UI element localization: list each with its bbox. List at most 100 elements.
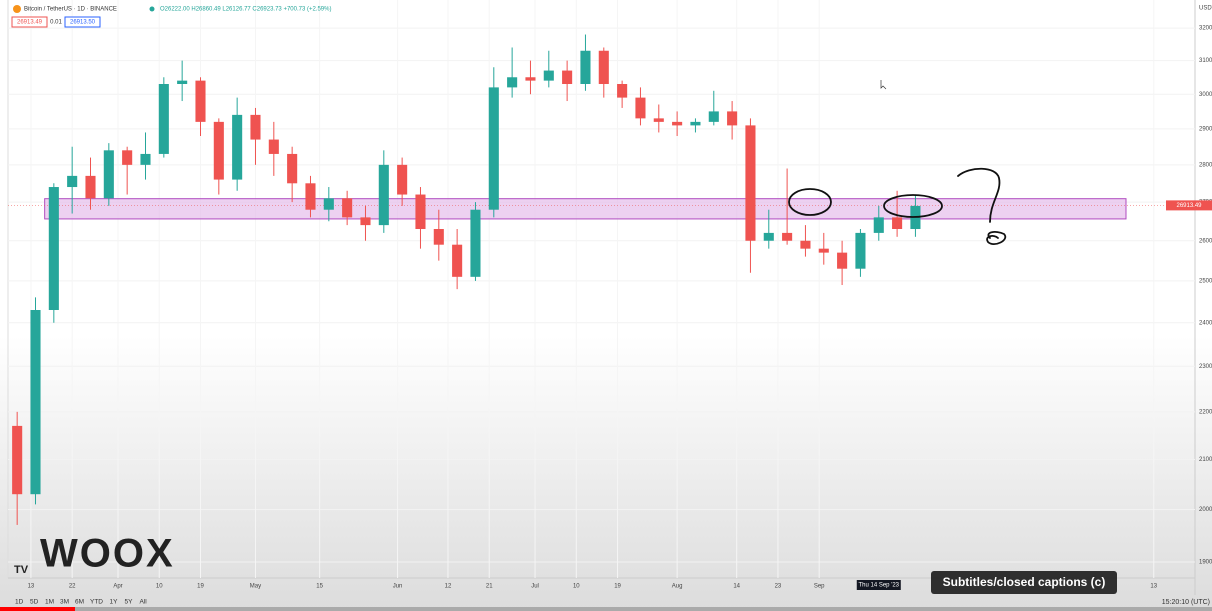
- candle-body: [85, 175, 96, 199]
- range-button[interactable]: 1M: [45, 599, 54, 606]
- symbol-icon: [13, 5, 21, 13]
- sell-box[interactable]: [11, 16, 48, 28]
- candle-body: [342, 198, 353, 218]
- progress-track[interactable]: [0, 607, 1212, 611]
- candle-body: [305, 183, 316, 210]
- buy-price[interactable]: 26913.50: [70, 20, 96, 26]
- tooltip: [931, 571, 1117, 594]
- x-tick-label: 21: [486, 584, 493, 590]
- candle-body: [287, 153, 298, 184]
- candle-body: [415, 194, 426, 229]
- mouse-cursor: [880, 80, 887, 90]
- y-tick-label: 30000: [1199, 92, 1212, 98]
- range-button[interactable]: YTD: [90, 599, 103, 606]
- candle-body: [488, 87, 499, 210]
- candle-body: [12, 425, 23, 495]
- y-tick-label: 26000: [1199, 238, 1212, 244]
- crosshair-label: Thu 14 Sep '23: [859, 583, 900, 589]
- axes: 19000 20000 21000 22000 23000 24000 25000 26000…: [28, 6, 1212, 590]
- x-tick-label: Apr: [113, 584, 122, 590]
- x-tick-label: 23: [775, 584, 782, 590]
- candle-body: [855, 232, 866, 269]
- x-tick-label: 14: [733, 584, 740, 590]
- candle-body: [268, 139, 279, 154]
- candle-body: [232, 114, 243, 180]
- candle-body: [653, 118, 664, 122]
- candle-body: [140, 153, 151, 165]
- y-tick-label: 21000: [1199, 457, 1212, 463]
- candle-body: [617, 84, 628, 98]
- candle-body: [433, 228, 444, 245]
- range-button[interactable]: 3M: [60, 599, 69, 606]
- candle-body: [397, 164, 408, 195]
- progress-played[interactable]: [0, 607, 75, 611]
- tooltip-text: Subtitles/closed captions (c): [943, 575, 1106, 589]
- toolbar: 1D 5D 1M 3M 6M YTD 1Y 5Y All: [15, 599, 147, 606]
- status-dot: [149, 6, 155, 12]
- range-button[interactable]: 5D: [30, 599, 39, 606]
- circle-annotation: [788, 188, 832, 216]
- candle-body: [562, 70, 573, 85]
- candle-body: [452, 244, 463, 277]
- candle-body: [30, 310, 41, 495]
- x-tick-label: May: [250, 584, 261, 590]
- x-tick-label: 15: [316, 584, 323, 590]
- y-tick-label: 24000: [1199, 320, 1212, 326]
- x-tick-label: 12: [445, 584, 452, 590]
- watermark: WOOX: [40, 532, 175, 576]
- candle-body: [122, 150, 133, 165]
- candle-body: [782, 232, 793, 241]
- candle-body: [250, 114, 261, 140]
- candle-body: [470, 209, 481, 277]
- symbol: Bitcoin / TetherUS · 1D · BINANCE: [24, 7, 117, 13]
- candle-body: [635, 97, 646, 119]
- candle-body: [213, 121, 224, 180]
- y-tick-label: 28000: [1199, 162, 1212, 168]
- candle-body: [103, 150, 114, 199]
- question-mark: [957, 167, 1001, 223]
- y-tick-label: 20000: [1199, 507, 1212, 513]
- range-button[interactable]: 1D: [15, 599, 24, 606]
- circle-annotation: [883, 194, 943, 218]
- spread: 0.01: [50, 20, 62, 26]
- last-price-label: 26913.49: [1176, 203, 1202, 209]
- last-price-tag: [1166, 200, 1212, 211]
- range-button[interactable]: 1Y: [110, 599, 119, 606]
- candle-body: [818, 248, 829, 253]
- candle-body: [690, 121, 701, 126]
- y-tick-label: 25000: [1199, 278, 1212, 284]
- x-tick-label: 19: [197, 584, 204, 590]
- y-tick-label: 31000: [1199, 58, 1212, 64]
- candle-body: [837, 252, 848, 269]
- candle-body: [763, 232, 774, 241]
- range-button[interactable]: All: [140, 599, 148, 606]
- y-tick-label: 23000: [1199, 364, 1212, 370]
- clock: 15:20:10 (UTC): [1162, 599, 1210, 606]
- ohlc: O26222.00 H26860.49 L26126.77 C26923.73 …: [160, 7, 331, 13]
- candle-body: [543, 70, 554, 81]
- candle-body: [195, 80, 206, 122]
- candle-body: [580, 50, 591, 85]
- candle-body: [800, 240, 811, 249]
- candle-body: [672, 121, 683, 126]
- candle-body: [598, 50, 609, 85]
- sell-price[interactable]: 26913.49: [17, 20, 43, 26]
- candle-body: [67, 175, 78, 188]
- buy-box[interactable]: [64, 16, 101, 28]
- tv-logo: TV: [14, 564, 29, 576]
- annotations: [788, 167, 1007, 246]
- candle-body: [745, 125, 756, 241]
- candle-body: [323, 198, 334, 210]
- x-tick-label: Sep: [814, 584, 825, 590]
- currency: USDT: [1199, 6, 1212, 12]
- y-tick-label: 32000: [1199, 26, 1212, 32]
- grid: [8, 0, 1195, 578]
- crosshair-tag: [856, 580, 901, 590]
- range-button[interactable]: 6M: [75, 599, 84, 606]
- candle-body: [892, 217, 903, 229]
- x-tick-label: Aug: [672, 584, 683, 590]
- x-tick-label: Jul: [531, 584, 539, 590]
- y-tick-label: 29000: [1199, 126, 1212, 132]
- range-button[interactable]: 5Y: [125, 599, 134, 606]
